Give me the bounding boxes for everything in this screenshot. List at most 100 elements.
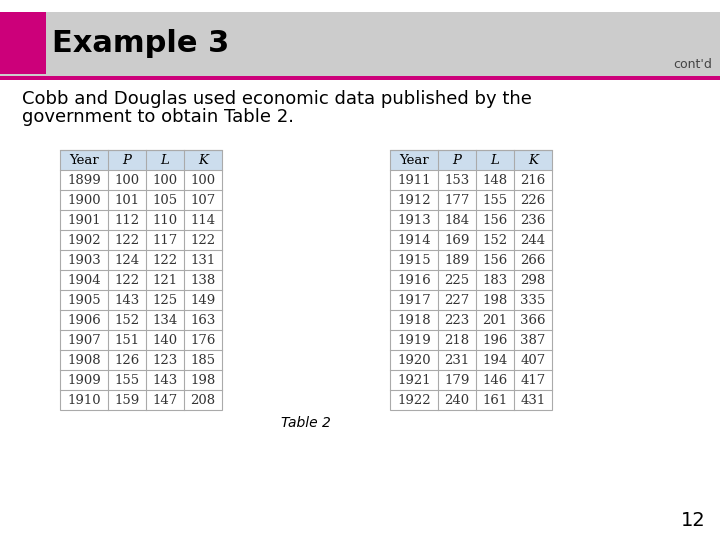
Text: 143: 143 bbox=[153, 374, 178, 387]
Text: 122: 122 bbox=[153, 253, 178, 267]
Text: 1910: 1910 bbox=[67, 394, 101, 407]
Text: 159: 159 bbox=[114, 394, 140, 407]
Text: 153: 153 bbox=[444, 173, 469, 186]
Text: 179: 179 bbox=[444, 374, 469, 387]
Text: 1905: 1905 bbox=[67, 294, 101, 307]
Text: 208: 208 bbox=[190, 394, 215, 407]
Text: 1906: 1906 bbox=[67, 314, 101, 327]
Text: K: K bbox=[198, 153, 208, 166]
Bar bbox=[60, 150, 222, 170]
Text: P: P bbox=[122, 153, 132, 166]
Text: 1913: 1913 bbox=[397, 213, 431, 226]
Text: 1922: 1922 bbox=[397, 394, 431, 407]
Text: 176: 176 bbox=[190, 334, 216, 347]
Text: 149: 149 bbox=[190, 294, 215, 307]
Text: 298: 298 bbox=[521, 273, 546, 287]
Text: 107: 107 bbox=[190, 193, 215, 206]
Text: 105: 105 bbox=[153, 193, 178, 206]
Text: 138: 138 bbox=[190, 273, 215, 287]
Text: Year: Year bbox=[399, 153, 429, 166]
Text: 1901: 1901 bbox=[67, 213, 101, 226]
Text: 114: 114 bbox=[190, 213, 215, 226]
Text: 126: 126 bbox=[114, 354, 140, 367]
Text: 147: 147 bbox=[153, 394, 178, 407]
Text: L: L bbox=[490, 153, 500, 166]
Text: 122: 122 bbox=[190, 233, 215, 246]
Text: cont'd: cont'd bbox=[673, 57, 712, 71]
Text: 1911: 1911 bbox=[397, 173, 431, 186]
Text: 1919: 1919 bbox=[397, 334, 431, 347]
Text: P: P bbox=[453, 153, 462, 166]
Bar bbox=[390, 150, 552, 410]
Text: government to obtain Table 2.: government to obtain Table 2. bbox=[22, 108, 294, 126]
Text: 196: 196 bbox=[482, 334, 508, 347]
Text: 100: 100 bbox=[190, 173, 215, 186]
Text: 231: 231 bbox=[444, 354, 469, 367]
Text: K: K bbox=[528, 153, 538, 166]
Text: 407: 407 bbox=[521, 354, 546, 367]
Text: 125: 125 bbox=[153, 294, 178, 307]
Text: 244: 244 bbox=[521, 233, 546, 246]
Text: 117: 117 bbox=[153, 233, 178, 246]
Text: 100: 100 bbox=[114, 173, 140, 186]
Text: 240: 240 bbox=[444, 394, 469, 407]
Text: 185: 185 bbox=[190, 354, 215, 367]
Bar bbox=[390, 150, 552, 170]
Text: 169: 169 bbox=[444, 233, 469, 246]
Text: 216: 216 bbox=[521, 173, 546, 186]
Bar bbox=[0, 12, 46, 74]
Text: 156: 156 bbox=[482, 213, 508, 226]
Text: 431: 431 bbox=[521, 394, 546, 407]
Bar bbox=[60, 150, 222, 410]
Text: 152: 152 bbox=[482, 233, 508, 246]
Text: 122: 122 bbox=[114, 233, 140, 246]
Text: 227: 227 bbox=[444, 294, 469, 307]
Text: 12: 12 bbox=[681, 511, 706, 530]
Text: 223: 223 bbox=[444, 314, 469, 327]
Text: 112: 112 bbox=[114, 213, 140, 226]
Text: 123: 123 bbox=[153, 354, 178, 367]
Text: 184: 184 bbox=[444, 213, 469, 226]
Text: 226: 226 bbox=[521, 193, 546, 206]
Text: 266: 266 bbox=[521, 253, 546, 267]
Text: 198: 198 bbox=[482, 294, 508, 307]
Text: 417: 417 bbox=[521, 374, 546, 387]
Text: 101: 101 bbox=[114, 193, 140, 206]
Text: 156: 156 bbox=[482, 253, 508, 267]
Text: Table 2: Table 2 bbox=[281, 416, 331, 430]
Text: Cobb and Douglas used economic data published by the: Cobb and Douglas used economic data publ… bbox=[22, 90, 532, 108]
Text: 1899: 1899 bbox=[67, 173, 101, 186]
Text: 134: 134 bbox=[153, 314, 178, 327]
Text: 155: 155 bbox=[114, 374, 140, 387]
Text: 183: 183 bbox=[482, 273, 508, 287]
Bar bbox=[0, 12, 720, 80]
Text: 1920: 1920 bbox=[397, 354, 431, 367]
Text: 163: 163 bbox=[190, 314, 216, 327]
Text: 1915: 1915 bbox=[397, 253, 431, 267]
Text: 335: 335 bbox=[521, 294, 546, 307]
Text: 387: 387 bbox=[521, 334, 546, 347]
Text: 124: 124 bbox=[114, 253, 140, 267]
Text: 177: 177 bbox=[444, 193, 469, 206]
Text: 148: 148 bbox=[482, 173, 508, 186]
Text: 1912: 1912 bbox=[397, 193, 431, 206]
Text: 1921: 1921 bbox=[397, 374, 431, 387]
Bar bbox=[0, 76, 720, 80]
Text: 218: 218 bbox=[444, 334, 469, 347]
Text: 151: 151 bbox=[114, 334, 140, 347]
Text: 198: 198 bbox=[190, 374, 215, 387]
Text: 194: 194 bbox=[482, 354, 508, 367]
Text: 225: 225 bbox=[444, 273, 469, 287]
Text: L: L bbox=[161, 153, 169, 166]
Text: 121: 121 bbox=[153, 273, 178, 287]
Text: 155: 155 bbox=[482, 193, 508, 206]
Text: 110: 110 bbox=[153, 213, 178, 226]
Text: 1914: 1914 bbox=[397, 233, 431, 246]
Text: 1903: 1903 bbox=[67, 253, 101, 267]
Text: 1902: 1902 bbox=[67, 233, 101, 246]
Text: 152: 152 bbox=[114, 314, 140, 327]
Text: 1900: 1900 bbox=[67, 193, 101, 206]
Text: Example 3: Example 3 bbox=[52, 30, 229, 58]
Text: 236: 236 bbox=[521, 213, 546, 226]
Text: 1904: 1904 bbox=[67, 273, 101, 287]
